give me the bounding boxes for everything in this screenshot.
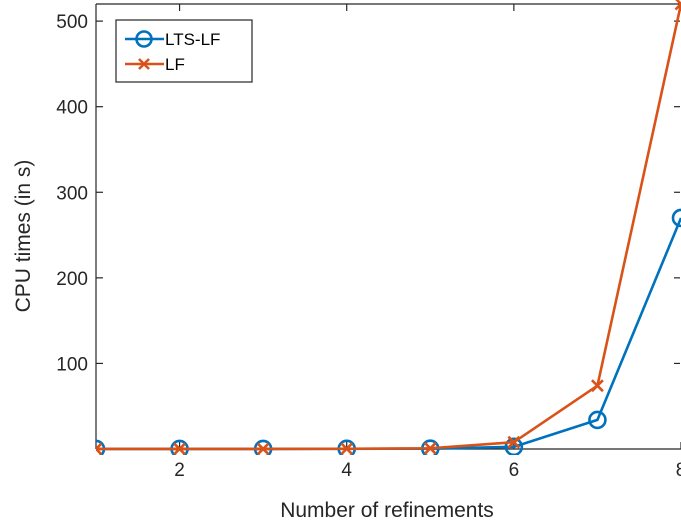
x-tick-label: 4 (341, 460, 352, 481)
legend-box (115, 19, 253, 83)
x-tick-label: 6 (509, 460, 520, 481)
legend-entry: LTS-LF (125, 30, 220, 49)
y-tick-label: 400 (56, 98, 88, 119)
data-point (340, 442, 354, 455)
legend-label: LF (165, 55, 185, 74)
data-point (504, 437, 524, 455)
series-layer (96, 0, 681, 455)
series-line-2 (96, 3, 681, 451)
y-tick-label: 500 (56, 12, 88, 33)
data-point (674, 0, 681, 11)
y-tick-label: 100 (56, 354, 88, 375)
y-tick-label: 300 (56, 183, 88, 204)
x-axis-label: Number of refinements (280, 499, 494, 522)
x-tick-label: 8 (676, 460, 681, 481)
tick-labels: 2 4 6 8 100 200 300 400 500 (56, 12, 681, 481)
data-point (507, 435, 521, 449)
data-point (591, 379, 604, 393)
legend-entry: LF (125, 55, 185, 74)
y-axis-label: CPU times (in s) (12, 160, 35, 313)
legend-label: LTS-LF (165, 30, 220, 49)
data-point (256, 442, 270, 455)
x-tick-label: 2 (174, 460, 185, 481)
data-point (671, 208, 681, 228)
data-point (423, 441, 437, 455)
y-tick-label: 200 (56, 269, 88, 290)
legend: LTS-LF LF (115, 19, 253, 83)
data-point (96, 442, 103, 455)
data-point (588, 410, 607, 430)
data-point (173, 442, 186, 455)
legend-marker (135, 30, 153, 48)
